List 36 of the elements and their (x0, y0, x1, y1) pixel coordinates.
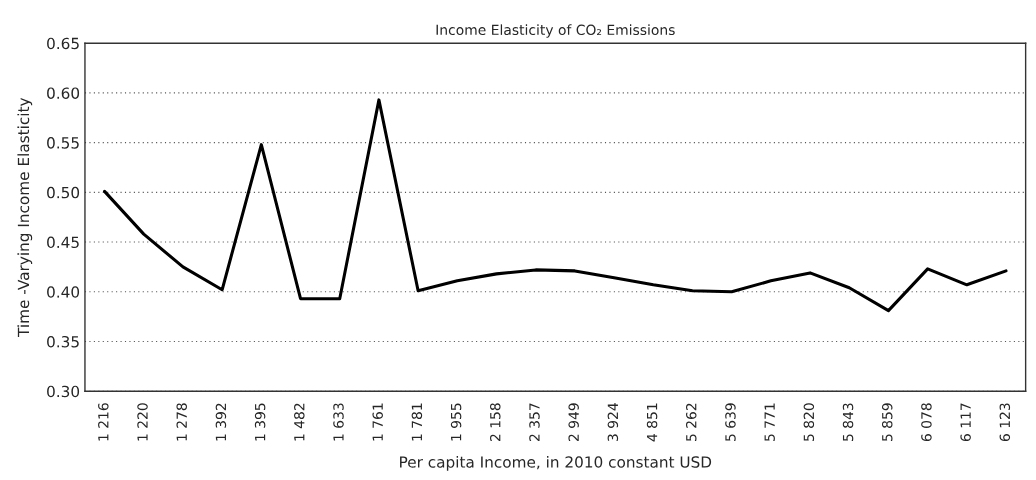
y-tick-label: 0.40 (47, 286, 80, 298)
x-tick-label: 1 633 (333, 403, 344, 441)
x-tick-label: 1 392 (215, 403, 227, 441)
x-tick-label: 5 771 (764, 403, 775, 441)
x-tick-label: 1 955 (450, 403, 462, 441)
y-tick-label: 0.30 (47, 385, 80, 398)
x-tick-label: 2 158 (490, 403, 501, 442)
y-tick-label: 0.50 (47, 186, 80, 199)
x-tick-label: 5 859 (881, 403, 893, 441)
y-tick-label: 0.55 (47, 137, 79, 149)
y-tick-label: 0.65 (47, 37, 79, 50)
x-tick-label: 1 761 (372, 403, 383, 441)
x-tick-label: 4 851 (646, 403, 658, 442)
x-tick-label: 3 924 (607, 403, 619, 442)
x-tick-label: 1 278 (176, 403, 187, 441)
x-tick-label: 1 482 (294, 403, 305, 441)
y-axis-title: Time -Varying Income Elasticity (17, 97, 33, 337)
x-tick-label: 2 357 (529, 403, 540, 442)
x-tick-label: 6 078 (921, 403, 932, 442)
x-tick-label: 5 820 (803, 403, 815, 441)
x-tick-label: 5 262 (686, 403, 697, 441)
chart-title: Income Elasticity of CO₂ Emissions (436, 24, 675, 38)
y-tick-label: 0.35 (47, 335, 79, 348)
x-tick-label: 6 117 (960, 403, 971, 442)
y-tick-label: 0.60 (47, 87, 80, 99)
x-axis-title: Per capita Income, in 2010 constant USD (400, 455, 712, 471)
x-tick-label: 1 395 (254, 403, 266, 441)
x-tick-label: 2 949 (568, 403, 579, 442)
x-tick-label: 5 639 (725, 403, 736, 441)
x-tick-label: 1 216 (98, 403, 109, 441)
x-tick-label: 6 123 (999, 403, 1011, 442)
x-tick-label: 1 220 (137, 403, 148, 441)
x-tick-label: 5 843 (842, 403, 854, 441)
y-tick-label: 0.45 (47, 236, 79, 249)
line-series (103, 98, 1008, 313)
x-tick-label: 1 781 (411, 403, 423, 441)
